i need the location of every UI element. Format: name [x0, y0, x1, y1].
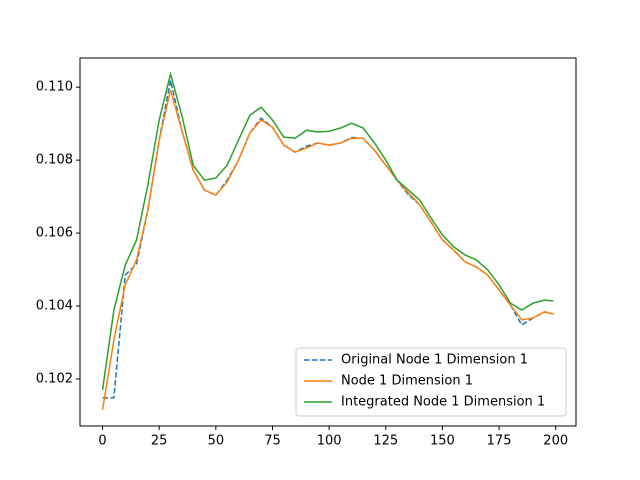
y-tick-label: 0.104 [36, 299, 73, 314]
x-tick-label: 175 [487, 434, 512, 449]
x-tick-label: 0 [98, 434, 106, 449]
legend-box [295, 347, 567, 417]
y-tick-label: 0.108 [36, 153, 73, 168]
legend-label: Original Node 1 Dimension 1 [341, 353, 528, 368]
series-line [101, 71, 554, 390]
legend-label: Integrated Node 1 Dimension 1 [341, 395, 545, 410]
series-line [101, 89, 554, 411]
y-tick-label: 0.106 [36, 226, 73, 241]
legend-label: Node 1 Dimension 1 [341, 374, 473, 389]
x-tick-label: 50 [208, 434, 225, 449]
x-tick-label: 75 [264, 434, 281, 449]
x-tick-label: 100 [317, 434, 342, 449]
y-tick-label: 0.110 [36, 80, 73, 95]
x-tick-label: 125 [373, 434, 398, 449]
x-tick-label: 25 [151, 434, 168, 449]
x-tick-label: 150 [430, 434, 455, 449]
x-tick-label: 200 [543, 434, 568, 449]
y-tick-label: 0.102 [36, 371, 73, 386]
